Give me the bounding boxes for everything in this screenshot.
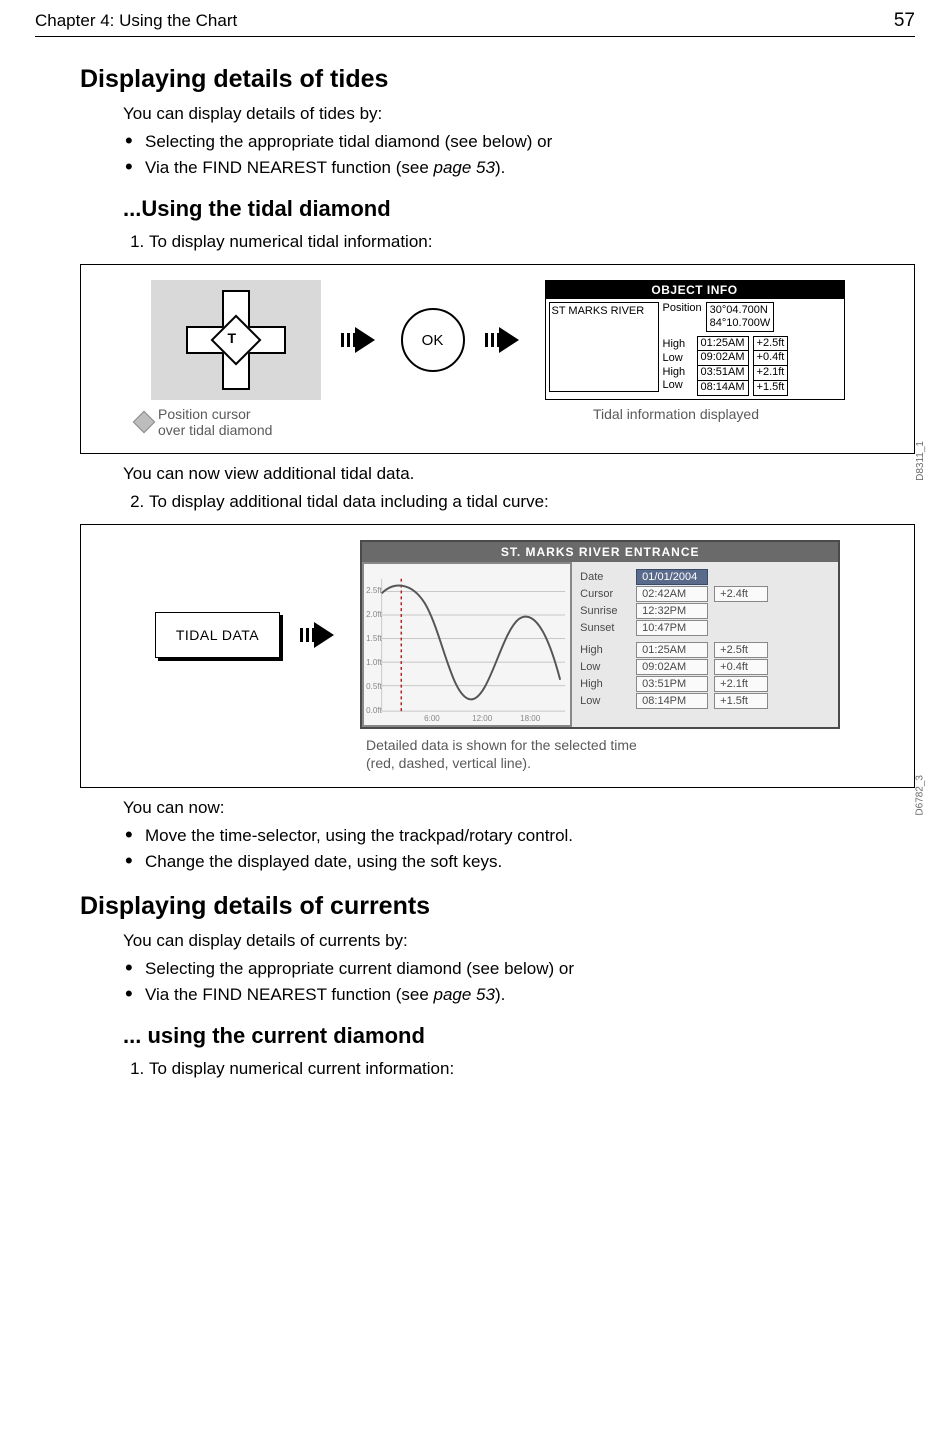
position-label: Position xyxy=(663,302,702,314)
tide-info-value: +2.1ft xyxy=(714,676,768,692)
page-ref: page 53 xyxy=(434,985,495,1004)
tide-info-row: Sunrise 12:32PM xyxy=(580,603,830,619)
subsection-tidal-diamond: ...Using the tidal diamond xyxy=(123,196,915,222)
tide-info-label: Sunset xyxy=(580,622,630,634)
tidal-after-step2: You can now: xyxy=(123,798,915,818)
tide-info-value: +1.5ft xyxy=(714,693,768,709)
arrow-right-icon xyxy=(485,327,525,353)
tide-screen-title: ST. MARKS RIVER ENTRANCE xyxy=(362,542,838,562)
currents-intro: You can display details of currents by: xyxy=(123,931,915,951)
tide-info-box: 12:32PM xyxy=(636,603,708,619)
tide-info-box: 02:42AM xyxy=(636,586,708,602)
action-bullet-1: Move the time-selector, using the trackp… xyxy=(145,826,915,846)
diamond-icon xyxy=(133,411,156,434)
tidal-step-1: To display numerical tidal information: xyxy=(149,232,915,252)
tide-info-value: +2.5ft xyxy=(714,642,768,658)
arrow-right-icon xyxy=(341,327,381,353)
highlow-values: +2.5ft +0.4ft +2.1ft +1.5ft xyxy=(753,336,789,396)
tide-info-row: Date 01/01/2004 xyxy=(580,569,830,585)
tide-info-value: +2.4ft xyxy=(714,586,768,602)
tide-info-panel: Date01/01/2004Cursor02:42AM+2.4ftSunrise… xyxy=(572,562,838,727)
currents-bullet-2: Via the FIND NEAREST function (see page … xyxy=(145,985,915,1005)
figure1-caption-right: Tidal information displayed xyxy=(593,406,759,438)
figure1-caption-left: Position cursor over tidal diamond xyxy=(158,406,272,438)
tide-info-row: Low 08:14PM +1.5ft xyxy=(580,693,830,709)
action-bullet-2: Change the displayed date, using the sof… xyxy=(145,852,915,872)
tides-bullet-1: Selecting the appropriate tidal diamond … xyxy=(145,132,915,152)
tide-info-label: High xyxy=(580,678,630,690)
tide-info-box: 10:47PM xyxy=(636,620,708,636)
tide-info-label: High xyxy=(580,644,630,656)
tide-info-label: Date xyxy=(580,571,630,583)
tide-info-row: Low 09:02AM +0.4ft xyxy=(580,659,830,675)
dpad-icon: T xyxy=(186,290,286,390)
ok-button[interactable]: OK xyxy=(401,308,465,372)
figure-tidal-info: T OK OBJECT INFO ST MARKS RIVER Position… xyxy=(80,264,915,454)
tide-info-value: +0.4ft xyxy=(714,659,768,675)
tide-info-row: High 01:25AM +2.5ft xyxy=(580,642,830,658)
current-step-1: To display numerical current information… xyxy=(149,1059,915,1079)
figure-tidal-curve: TIDAL DATA ST. MARKS RIVER ENTRANCE xyxy=(80,524,915,788)
tidal-step-2: To display additional tidal data includi… xyxy=(149,492,915,512)
figure2-caption: Detailed data is shown for the selected … xyxy=(366,737,899,772)
figure-code: D8311_1 xyxy=(915,441,926,481)
tide-detail-screen: ST. MARKS RIVER ENTRANCE xyxy=(360,540,840,729)
tidal-after-step1: You can now view additional tidal data. xyxy=(123,464,915,484)
tide-info-row: Cursor 02:42AM +2.4ft xyxy=(580,586,830,602)
tide-info-row: Sunset 10:47PM xyxy=(580,620,830,636)
tide-curve-svg xyxy=(364,564,570,726)
tide-info-box: 08:14PM xyxy=(636,693,708,709)
tide-info-box: 01:25AM xyxy=(636,642,708,658)
tides-intro: You can display details of tides by: xyxy=(123,104,915,124)
tide-curve-path xyxy=(382,586,561,700)
tide-info-label: Cursor xyxy=(580,588,630,600)
object-info-title: OBJECT INFO xyxy=(546,281,844,299)
arrow-right-icon xyxy=(300,622,340,648)
chapter-title: Chapter 4: Using the Chart xyxy=(35,11,237,31)
tide-info-label: Low xyxy=(580,661,630,673)
figure-code: D6782_3 xyxy=(915,775,926,816)
cursor-illustration: T xyxy=(151,280,321,400)
page-number: 57 xyxy=(894,10,915,32)
page-ref: page 53 xyxy=(434,158,495,177)
tide-curve-chart: 2.5ft 2.0ft 1.5ft 1.0ft 0.5ft 0.0ft 6:00… xyxy=(362,562,572,727)
tide-info-row: High 03:51PM +2.1ft xyxy=(580,676,830,692)
tide-info-box: 03:51PM xyxy=(636,676,708,692)
tide-info-box: 09:02AM xyxy=(636,659,708,675)
position-value: 30°04.700N 84°10.700W xyxy=(706,302,775,331)
object-info-panel: OBJECT INFO ST MARKS RIVER Position 30°0… xyxy=(545,280,845,399)
currents-bullet-1: Selecting the appropriate current diamon… xyxy=(145,959,915,979)
tide-info-label: Sunrise xyxy=(580,605,630,617)
page-header: Chapter 4: Using the Chart 57 xyxy=(35,10,915,37)
tidal-data-softkey[interactable]: TIDAL DATA xyxy=(155,612,280,658)
highlow-labels: High Low High Low xyxy=(663,338,693,393)
tides-bullet-2: Via the FIND NEAREST function (see page … xyxy=(145,158,915,178)
subsection-current-diamond: ... using the current diamond xyxy=(123,1023,915,1049)
object-name: ST MARKS RIVER xyxy=(549,302,659,392)
section-currents-heading: Displaying details of currents xyxy=(80,892,915,921)
highlow-times: 01:25AM 09:02AM 03:51AM 08:14AM xyxy=(697,336,749,396)
tide-info-label: Low xyxy=(580,695,630,707)
tide-info-box: 01/01/2004 xyxy=(636,569,708,585)
section-tides-heading: Displaying details of tides xyxy=(80,65,915,94)
